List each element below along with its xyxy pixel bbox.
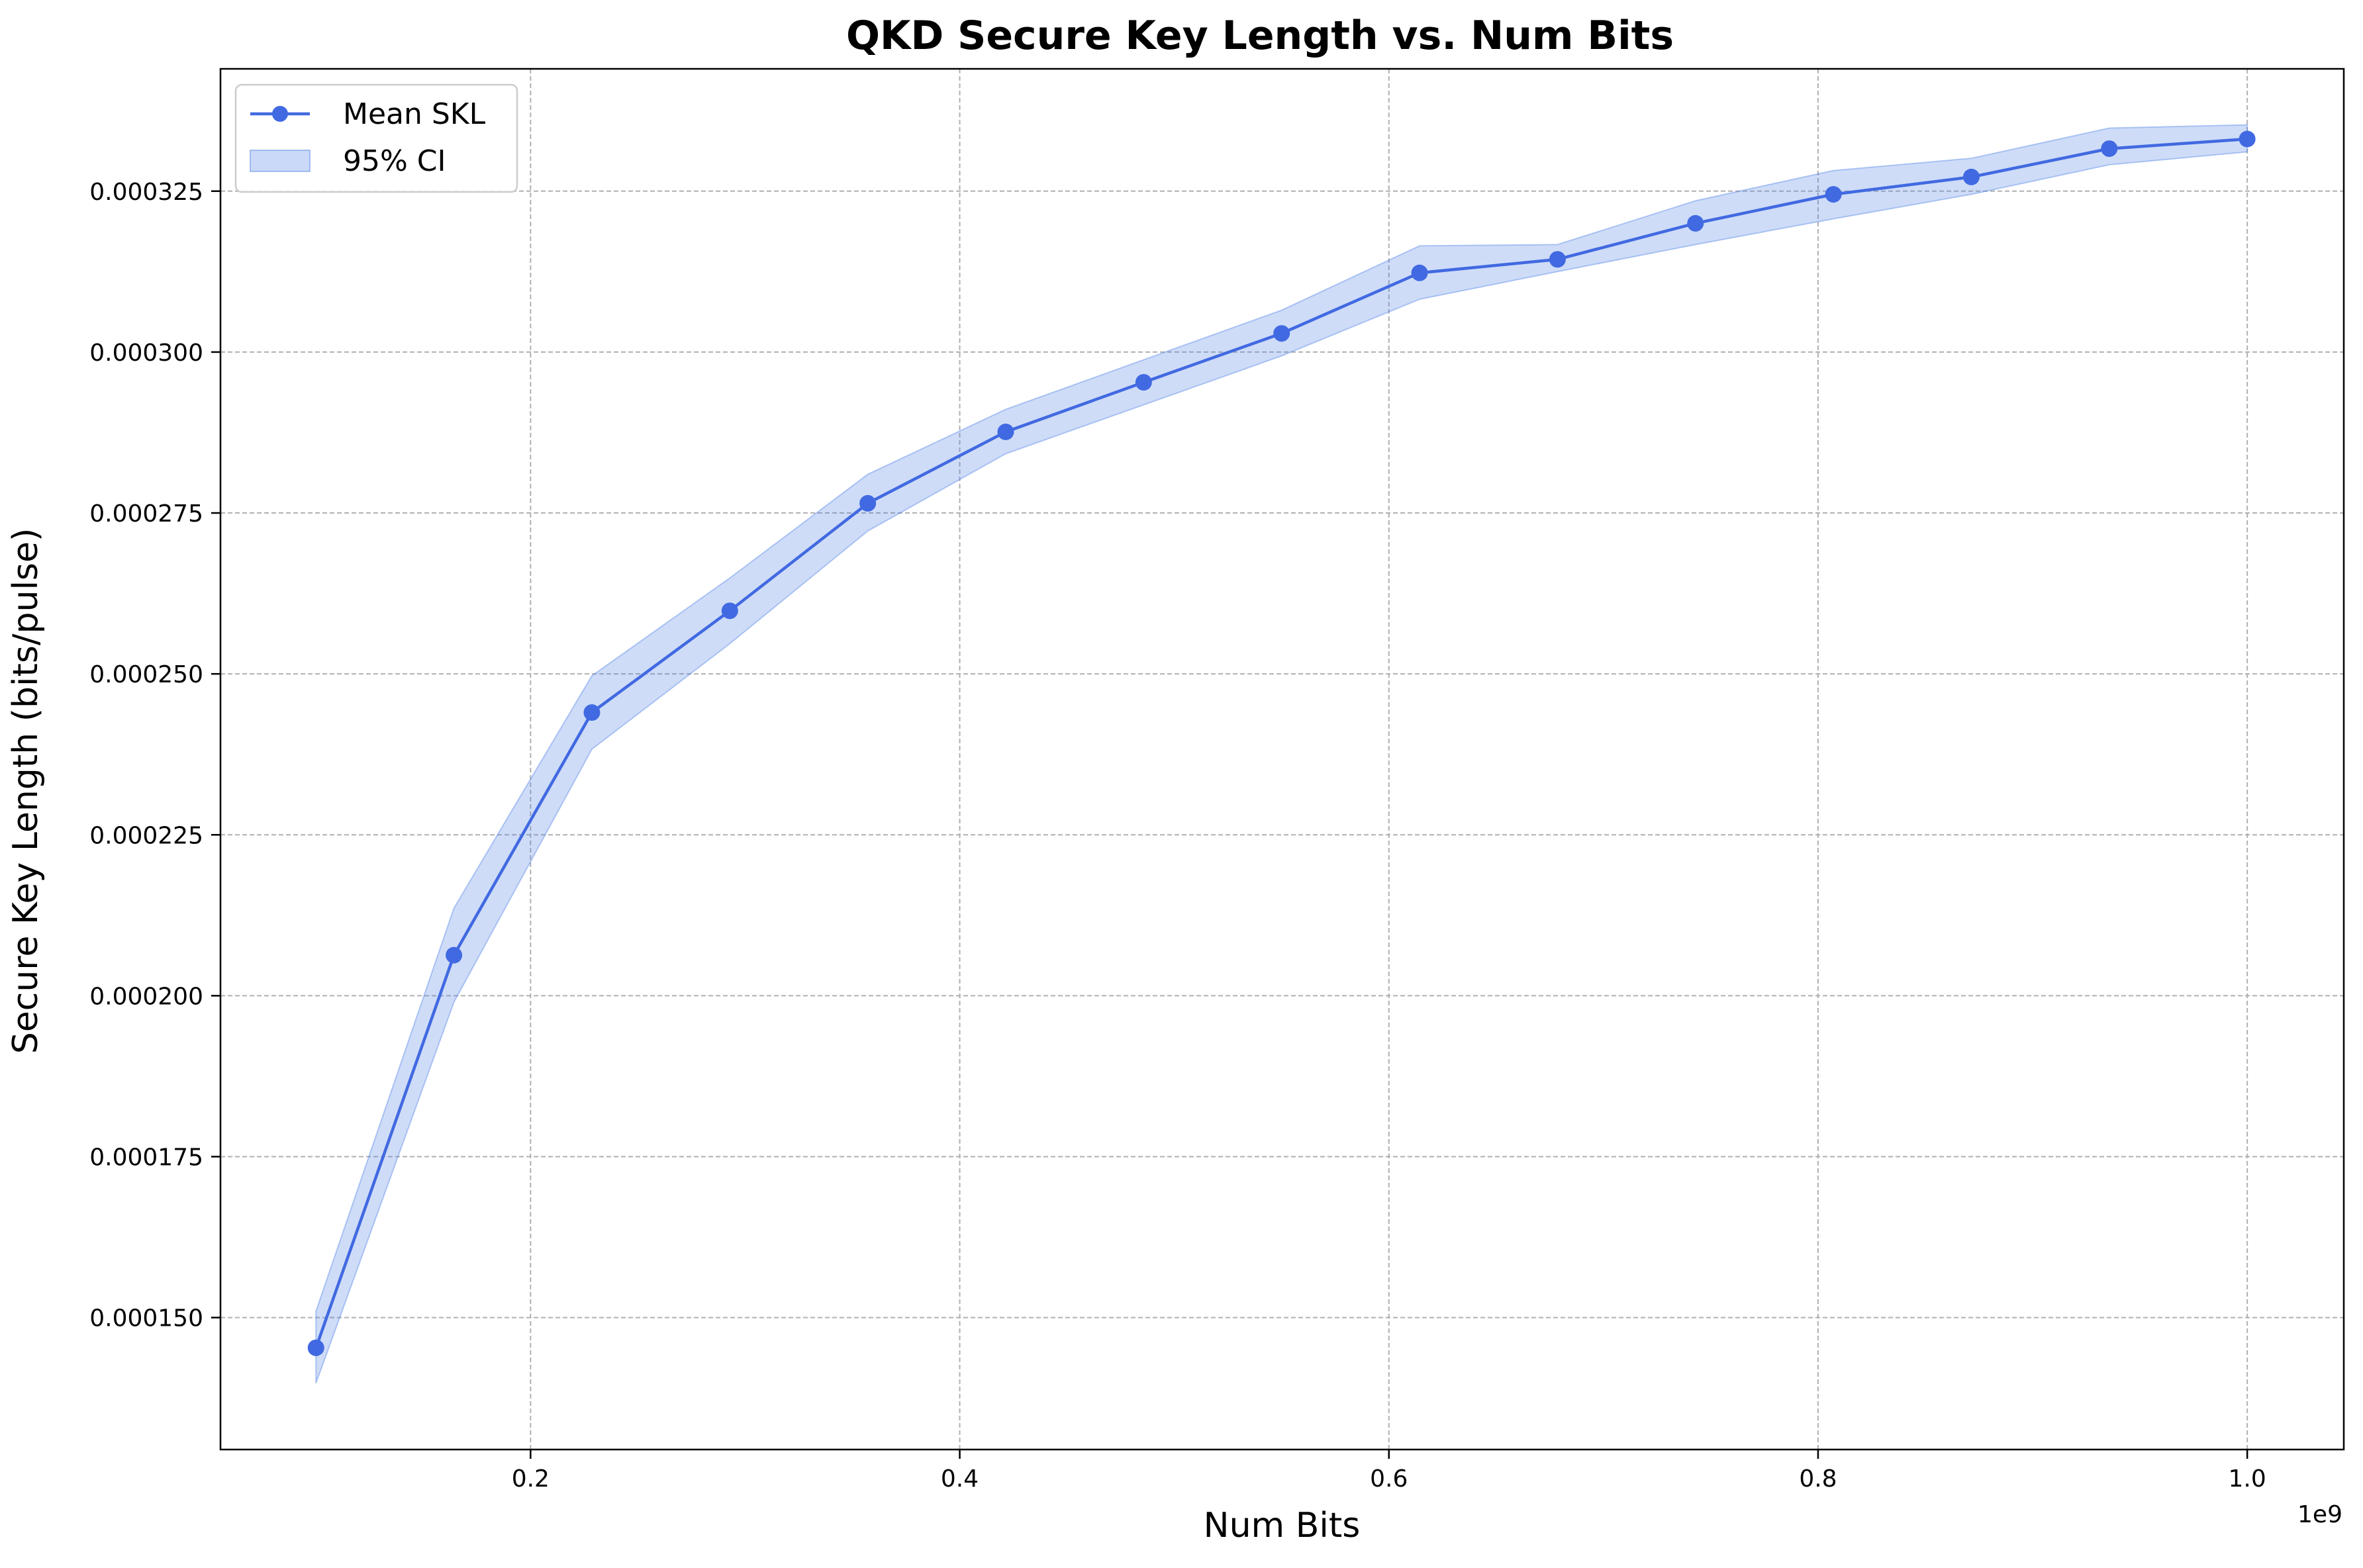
x-axis-offset-label: 1e9: [2297, 1501, 2342, 1528]
y-tick-label: 0.000325: [89, 179, 203, 206]
x-tick-label: 0.6: [1370, 1465, 1408, 1493]
confidence-band-layer: [315, 124, 2248, 1384]
y-tick-label: 0.000300: [89, 340, 203, 367]
y-axis-ticks: 0.000150 0.000175 0.000200 0.000225 0.000250…: [89, 179, 220, 1332]
chart-title: QKD Secure Key Length vs. Num Bits: [846, 13, 1674, 59]
data-point-marker: [1825, 186, 1842, 203]
y-tick-label: 0.000200: [89, 983, 203, 1010]
data-point-marker: [446, 946, 463, 964]
legend-label-mean-skl: Mean SKL: [343, 97, 486, 131]
data-point-marker: [2101, 140, 2118, 158]
y-tick-label: 0.000250: [89, 661, 203, 688]
data-point-marker: [1962, 168, 1980, 185]
legend-label-95-ci: 95% CI: [343, 144, 446, 178]
data-point-marker: [307, 1339, 324, 1356]
y-tick-label: 0.000225: [89, 822, 203, 849]
grid: [220, 69, 2344, 1450]
x-axis-ticks: 0.2 0.4 0.6 0.8 1.0: [512, 1450, 2266, 1493]
data-point-marker: [1135, 374, 1152, 391]
y-tick-label: 0.000175: [89, 1144, 203, 1172]
x-tick-label: 0.2: [512, 1465, 550, 1493]
data-point-marker: [859, 494, 877, 512]
data-point-marker: [997, 423, 1014, 440]
confidence-band-95-ci: [315, 124, 2248, 1384]
data-point-marker: [1411, 264, 1428, 281]
x-axis-label: Num Bits: [1204, 1506, 1361, 1545]
y-axis-label: Secure Key Length (bits/pulse): [6, 528, 46, 1054]
data-point-marker: [1273, 325, 1290, 342]
x-tick-label: 0.4: [941, 1465, 979, 1493]
x-tick-label: 0.8: [1799, 1465, 1837, 1493]
data-point-marker: [721, 602, 738, 620]
legend: Mean SKL 95% CI: [234, 83, 518, 193]
data-point-marker: [2239, 130, 2256, 148]
y-tick-label: 0.000275: [89, 500, 203, 528]
x-tick-label: 1.0: [2229, 1465, 2266, 1493]
legend-marker-swatch: [272, 106, 288, 122]
legend-box: [234, 83, 518, 193]
data-point-marker: [1687, 214, 1704, 232]
data-point-marker: [1549, 251, 1566, 268]
data-point-marker: [583, 704, 601, 721]
plot-frame: [219, 68, 2345, 1451]
y-tick-label: 0.000150: [89, 1305, 203, 1332]
series-marker-layer: [307, 130, 2256, 1356]
legend-band-swatch: [250, 150, 311, 172]
